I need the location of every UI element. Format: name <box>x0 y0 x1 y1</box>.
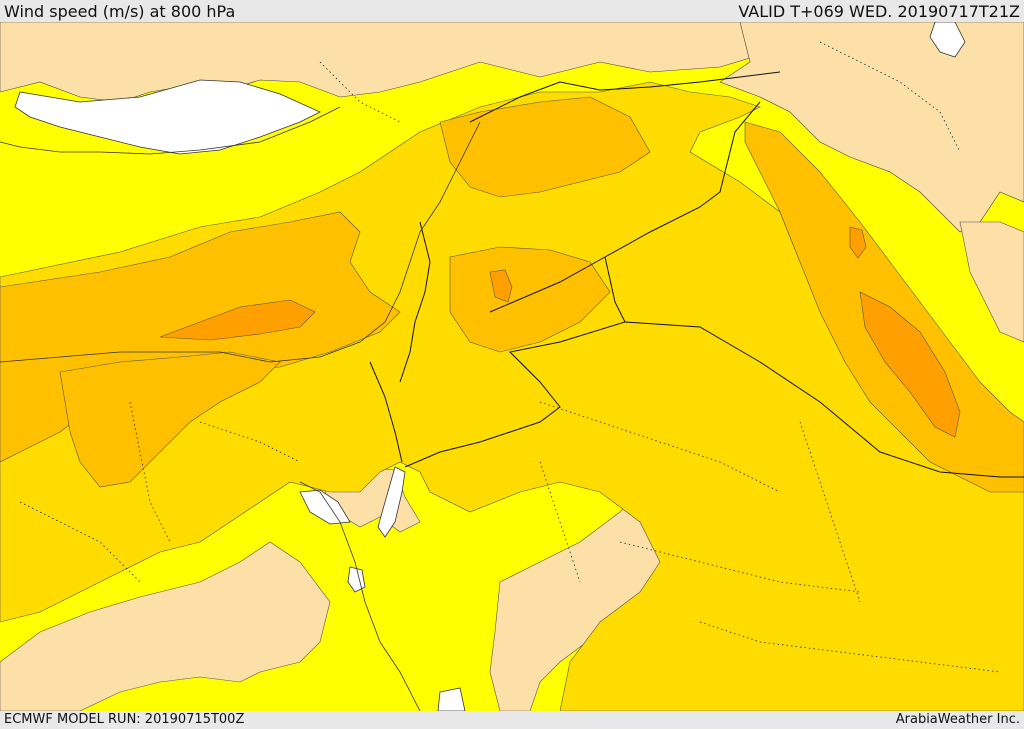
border-jordan-saudi <box>404 256 626 468</box>
border-turkey-syria <box>469 71 781 123</box>
brand-credit: ArabiaWeather Inc. <box>895 712 1020 727</box>
gulf-of-aqaba <box>377 466 406 538</box>
border-syria-iraq <box>489 101 761 313</box>
band-15-20-levant <box>439 96 651 198</box>
aegean-sea <box>14 79 321 155</box>
calm-area-egypt-south <box>0 541 331 711</box>
band-20-25-jordan <box>489 269 513 303</box>
border-levant-coast <box>399 221 431 383</box>
header-bar: Wind speed (m/s) at 800 hPa VALID T+069 … <box>0 0 1024 22</box>
wind-speed-map <box>0 22 1024 711</box>
band-20-25-sea <box>159 299 316 341</box>
internal-boundaries <box>19 41 1001 673</box>
footer-bar: ECMWF MODEL RUN: 20190715T00Z ArabiaWeat… <box>0 711 1024 729</box>
border-saudi-iraq <box>624 321 1024 478</box>
calm-area-gulf <box>959 221 1024 343</box>
red-sea-south-patch <box>437 687 466 711</box>
band-15-20-egypt <box>59 351 281 488</box>
calm-area-caucasus-iran <box>719 22 1024 233</box>
band-20-25-iraq <box>859 291 961 438</box>
band-20-25-iraq-small <box>849 226 867 259</box>
coastlines <box>0 106 481 711</box>
gulf-of-suez <box>299 489 351 525</box>
border-egypt-levant <box>369 361 403 463</box>
caspian-sea <box>929 22 966 58</box>
model-run: ECMWF MODEL RUN: 20190715T00Z <box>4 712 245 727</box>
map-title: Wind speed (m/s) at 800 hPa <box>4 2 236 21</box>
valid-time: VALID T+069 WED. 20190717T21Z <box>738 2 1020 21</box>
